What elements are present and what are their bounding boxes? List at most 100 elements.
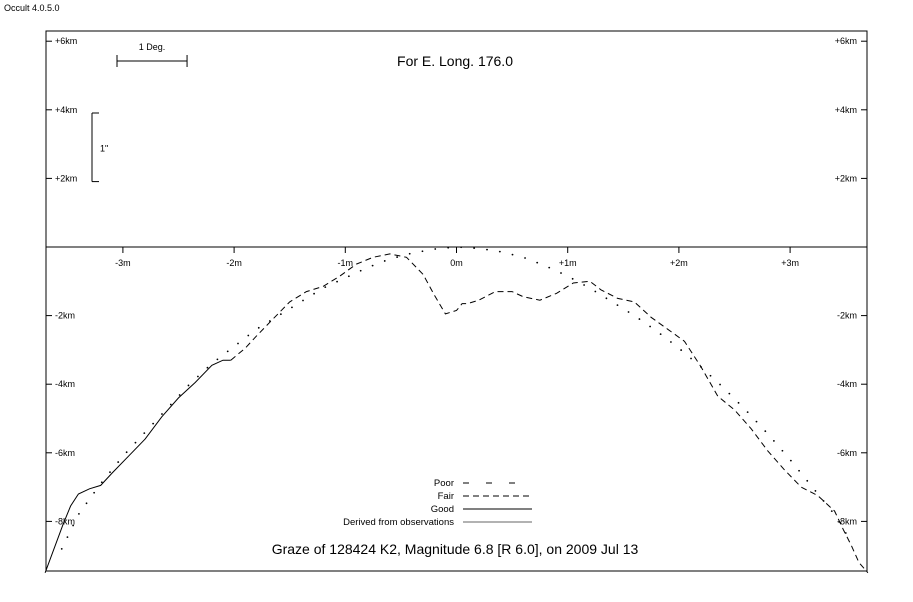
legend-label: Derived from observations (343, 517, 454, 528)
dotted-profile-point (594, 290, 597, 293)
x-tick-label: +1m (559, 258, 577, 268)
dotted-profile-point (169, 403, 172, 406)
dotted-profile-point (197, 375, 199, 378)
dotted-profile-point (143, 432, 146, 435)
dotted-profile-point (371, 264, 374, 267)
dotted-profile-point (583, 284, 585, 286)
y-tick-label-left: +2km (55, 173, 77, 183)
dotted-profile-point (755, 420, 758, 423)
dotted-profile-point (638, 318, 641, 320)
dotted-profile-point (571, 277, 574, 280)
dotted-profile-point (313, 292, 315, 295)
y-tick-label-left: +4km (55, 105, 77, 115)
dotted-profile-point (161, 413, 163, 415)
dotted-profile-point (798, 469, 800, 472)
axis-ticks: -3m -2m -1m 0m +1m +2m +3m +6km +6km +4km +4km +2km… (46, 36, 867, 526)
y-tick-label-right: +2km (835, 173, 857, 183)
dotted-profile-point (536, 261, 539, 264)
dotted-profile-point (719, 383, 721, 386)
dotted-profile-point (627, 311, 630, 313)
dotted-profile-point (237, 342, 239, 345)
chart-subtitle: For E. Long. 176.0 (397, 53, 513, 69)
dotted-profile-point (447, 246, 450, 249)
dotted-profile-point (524, 257, 526, 259)
dotted-profile-point (737, 401, 740, 404)
dotted-profile-point (178, 394, 181, 396)
dotted-profile-point (781, 449, 784, 452)
app-title: Occult 4.0.5.0 (4, 3, 60, 13)
dotted-profile-point (511, 253, 514, 256)
dotted-profile-point (473, 247, 476, 249)
good-profile-line (44, 359, 231, 573)
dotted-profile-point (728, 392, 731, 395)
dotted-profile-point (85, 502, 88, 505)
dotted-profile-point (616, 304, 619, 307)
dotted-profile-point (247, 334, 250, 337)
dotted-profile-point (117, 461, 120, 463)
dotted-profile-point (226, 350, 229, 353)
y-tick-label-right: -6km (837, 448, 857, 458)
dotted-profile-point (125, 451, 128, 454)
dotted-profile-point (216, 358, 219, 361)
x-tick-label: -3m (115, 258, 131, 268)
dotted-profile-point (746, 411, 749, 414)
legend-label: Good (431, 504, 454, 515)
y-tick-label-left: -8km (55, 516, 75, 526)
dotted-profile-point (359, 269, 362, 272)
dotted-profile-point (206, 366, 209, 369)
y-tick-label-left: +6km (55, 36, 77, 46)
dotted-profile-point (302, 299, 304, 302)
dotted-profile-point (336, 280, 338, 283)
dotted-profile-point (383, 260, 386, 262)
dotted-profile-point (279, 313, 282, 316)
chart-title: Graze of 128424 K2, Magnitude 6.8 [R 6.0… (272, 541, 639, 557)
dotted-profile-point (548, 266, 551, 269)
dotted-profile-point (93, 491, 96, 494)
dotted-profile-point (396, 256, 399, 258)
scale-bars: 1 Deg. 1" (91, 42, 188, 183)
dotted-profile-point (187, 384, 190, 387)
y-tick-label-right: +6km (835, 36, 857, 46)
dotted-profile-point (421, 250, 424, 253)
dotted-profile-point (100, 481, 103, 484)
dotted-profile-point (78, 512, 80, 515)
dotted-profile-point (347, 275, 350, 278)
y-tick-label-right: -2km (837, 311, 857, 321)
dotted-profile-point (486, 248, 488, 251)
horizontal-scale-label: 1 Deg. (139, 42, 166, 52)
dotted-profile-point (109, 471, 111, 474)
vertical-scale-label: 1" (100, 143, 108, 153)
y-tick-label-right: -4km (837, 379, 857, 389)
dotted-profile-point (814, 490, 817, 492)
dotted-profile-point (830, 510, 833, 513)
dotted-profile-point (670, 341, 672, 343)
dotted-profile-point (60, 547, 63, 550)
y-tick-label-right: +4km (835, 105, 857, 115)
x-tick-label: +2m (670, 258, 688, 268)
dotted-profile-point (764, 430, 767, 433)
x-tick-label: -2m (226, 258, 242, 268)
dotted-profile-point (605, 297, 608, 300)
dotted-profile-point (709, 374, 712, 377)
dotted-profile-point (72, 524, 75, 527)
legend-label: Poor (434, 478, 454, 489)
dotted-profile-point (649, 325, 651, 328)
y-tick-label-right: -8km (837, 516, 857, 526)
dotted-profile-point (66, 536, 69, 539)
dotted-profile-point (408, 252, 411, 255)
dotted-profile-point (773, 440, 775, 442)
x-tick-label: +3m (781, 258, 799, 268)
dotted-profile-point (659, 333, 662, 335)
profile-series (44, 246, 869, 574)
y-tick-label-left: -2km (55, 311, 75, 321)
dotted-profile-point (134, 441, 137, 444)
dotted-profile-point (324, 286, 327, 289)
x-tick-label: 0m (450, 258, 463, 268)
dotted-profile-point (434, 248, 437, 250)
plot-border (45, 30, 868, 572)
dotted-profile-point (291, 306, 293, 309)
x-tick-label: -1m (338, 258, 354, 268)
dotted-profile-point (152, 422, 155, 425)
dotted-profile-point (680, 349, 683, 351)
